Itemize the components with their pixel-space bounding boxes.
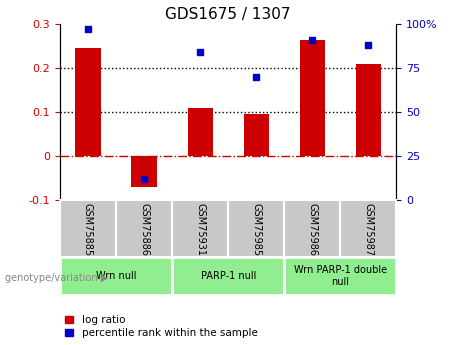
Text: GSM75985: GSM75985	[251, 203, 261, 256]
Text: PARP-1 null: PARP-1 null	[201, 271, 256, 281]
Legend: log ratio, percentile rank within the sample: log ratio, percentile rank within the sa…	[65, 315, 258, 338]
Text: GSM75986: GSM75986	[307, 203, 317, 256]
Bar	[131, 156, 157, 187]
Bar	[356, 64, 381, 156]
Text: Wrn null: Wrn null	[96, 271, 136, 281]
Bar	[172, 200, 228, 257]
Bar	[340, 200, 396, 257]
Bar	[75, 48, 100, 156]
Bar	[300, 40, 325, 156]
Text: GSM75931: GSM75931	[195, 203, 205, 256]
Bar	[60, 200, 116, 257]
Bar	[188, 108, 213, 156]
Bar	[243, 114, 269, 156]
Bar	[172, 257, 284, 295]
Title: GDS1675 / 1307: GDS1675 / 1307	[165, 7, 291, 22]
Text: GSM75885: GSM75885	[83, 203, 93, 256]
Bar	[228, 200, 284, 257]
Text: GSM75886: GSM75886	[139, 203, 149, 256]
Text: Wrn PARP-1 double
null: Wrn PARP-1 double null	[294, 265, 387, 287]
Bar	[284, 200, 340, 257]
Text: genotype/variation ▶: genotype/variation ▶	[5, 273, 108, 283]
Bar	[60, 257, 172, 295]
Bar	[284, 257, 396, 295]
Text: GSM75987: GSM75987	[363, 203, 373, 256]
Bar	[116, 200, 172, 257]
